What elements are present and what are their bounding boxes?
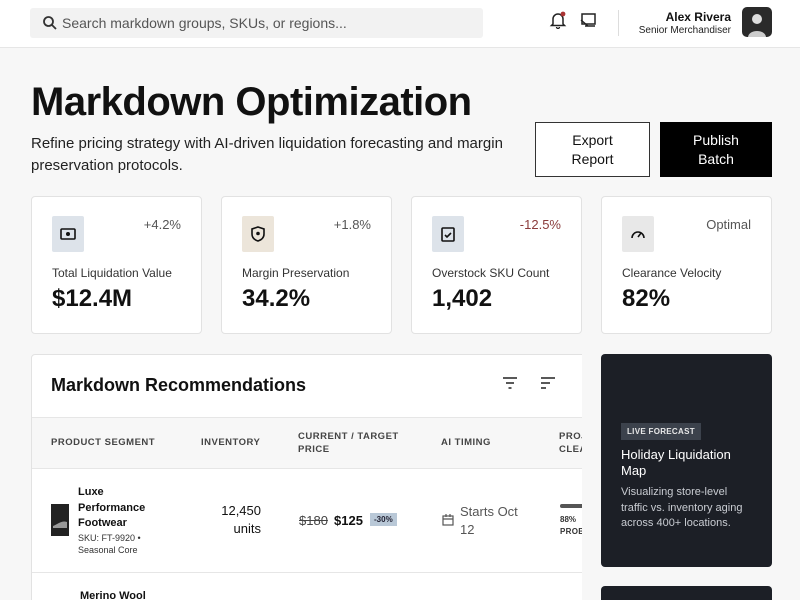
kpi-card: +1.8% Margin Preservation 34.2%	[221, 196, 392, 334]
kpi-value: 1,402	[432, 285, 493, 312]
kpi-label: Margin Preservation	[242, 266, 350, 280]
current-price: $180	[299, 513, 328, 528]
cast-icon[interactable]	[580, 12, 598, 28]
recommendations-card: Markdown Recommendations PRODUCT SEGMENT…	[31, 354, 591, 600]
kpi-label: Clearance Velocity	[622, 266, 722, 280]
kpi-card: +4.2% Total Liquidation Value $12.4M	[31, 196, 202, 334]
column-header: PROJ. CLEARANCE	[559, 431, 591, 455]
table-title: Markdown Recommendations	[51, 375, 307, 395]
kpi-change: Optimal	[706, 217, 751, 232]
forecast-title: Holiday Liquidation Map	[621, 447, 731, 478]
kpi-value: $12.4M	[52, 285, 133, 312]
kpi-icon	[52, 216, 84, 252]
progress-bar	[560, 504, 590, 508]
kpi-icon	[242, 216, 274, 252]
inventory: 12,450	[221, 503, 261, 518]
forecast-description: Visualizing store-level traffic vs. inve…	[621, 486, 743, 529]
filter-icon[interactable]	[502, 376, 518, 390]
publish-button[interactable]: Publish Batch	[660, 122, 772, 177]
icon	[441, 227, 455, 242]
ai-timing: Starts Oct 12	[460, 504, 518, 537]
gutter	[582, 354, 601, 600]
second-dark-card	[601, 586, 772, 600]
icon	[631, 231, 645, 239]
kpi-card: -12.5% Overstock SKU Count 1,402	[411, 196, 582, 334]
target-price: $125	[334, 513, 363, 528]
probability-label: PROBABILITY	[560, 527, 591, 536]
icon	[60, 228, 76, 240]
search-icon	[43, 16, 57, 30]
page-title: Markdown Optimization	[31, 80, 472, 124]
kpi-value: 34.2%	[242, 285, 311, 312]
product-name: Merino Wool	[80, 590, 146, 600]
inventory-unit: units	[233, 521, 261, 536]
page-subtitle: Refine pricing strategy with AI-driven l…	[31, 135, 503, 174]
forecast-badge: LIVE FORECAST	[621, 423, 701, 440]
column-header: PRODUCT SEGMENT	[51, 437, 156, 448]
forecast-card[interactable]: LIVE FORECAST Holiday Liquidation Map Vi…	[601, 354, 772, 567]
kpi-change: +1.8%	[333, 217, 371, 232]
search-box[interactable]: Search markdown groups, SKUs, or regions…	[30, 8, 483, 38]
kpi-change: +4.2%	[143, 217, 181, 232]
export-button[interactable]: Export Report	[535, 122, 650, 177]
divider	[618, 10, 619, 36]
product-image	[51, 504, 69, 536]
column-header: AI TIMING	[441, 437, 491, 448]
kpi-change: -12.5%	[519, 217, 561, 232]
user-role: Senior Merchandiser	[638, 25, 731, 36]
kpi-value: 82%	[622, 285, 671, 312]
kpi-label: Overstock SKU Count	[432, 266, 550, 280]
probability: 88%	[560, 515, 577, 524]
column-header: CURRENT / TARGET PRICE	[298, 431, 399, 455]
discount-badge: -30%	[370, 513, 397, 526]
product-sku: SKU: FT-9920 • Seasonal Core	[78, 533, 141, 555]
notification-icon[interactable]	[549, 11, 567, 29]
kpi-label: Total Liquidation Value	[52, 266, 172, 280]
icon	[251, 226, 265, 242]
kpi-icon	[432, 216, 464, 252]
row-divider	[32, 572, 590, 573]
calendar-icon	[442, 514, 454, 526]
product-name: Luxe Performance Footwear	[78, 486, 146, 529]
kpi-card: Optimal Clearance Velocity 82%	[601, 196, 772, 334]
progress-track	[560, 504, 590, 508]
user-name: Alex Rivera	[665, 10, 731, 24]
sort-icon[interactable]	[540, 376, 556, 390]
kpi-icon	[622, 216, 654, 252]
avatar[interactable]	[742, 7, 772, 37]
table-header	[32, 417, 590, 469]
search-placeholder: Search markdown groups, SKUs, or regions…	[62, 15, 347, 31]
column-header: INVENTORY	[201, 437, 261, 448]
